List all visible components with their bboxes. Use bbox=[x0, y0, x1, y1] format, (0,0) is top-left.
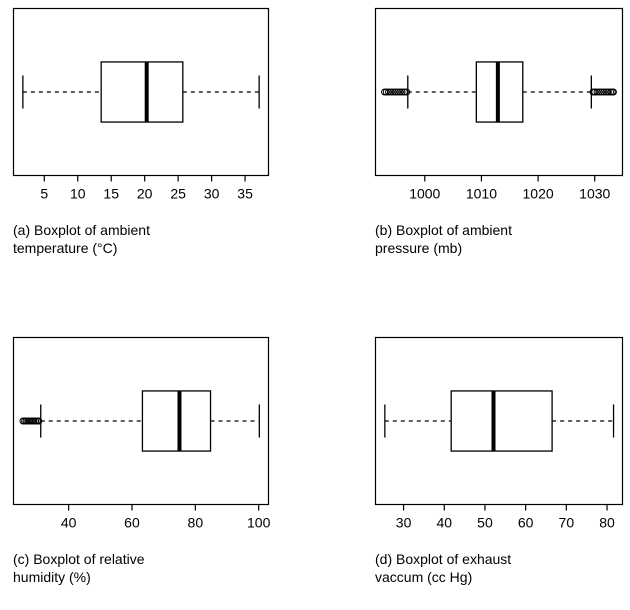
axis-tick-label: 100 bbox=[247, 515, 271, 531]
outlier-point bbox=[403, 88, 411, 96]
outlier-point bbox=[391, 88, 399, 96]
caption-a-line1: (a) Boxplot of ambient bbox=[13, 222, 150, 238]
panel-a: 5 10 15 20 25 30 35 (a) Boxplot of ambient tem… bbox=[12, 7, 270, 257]
iqr-box bbox=[450, 390, 553, 452]
axis-tick-label: 70 bbox=[559, 515, 575, 531]
axis-tick-label: 20 bbox=[137, 186, 153, 202]
axis-tick-label: 30 bbox=[396, 515, 412, 531]
outlier-point bbox=[382, 88, 390, 96]
caption-c-line1: (c) Boxplot of relative bbox=[13, 551, 145, 567]
axis-tick-label: 50 bbox=[477, 515, 493, 531]
axis-tick-label: 60 bbox=[518, 515, 534, 531]
plot-frame bbox=[374, 336, 624, 506]
axis-tick-label: 25 bbox=[170, 186, 186, 202]
plot-frame bbox=[12, 336, 270, 506]
axis-tick-label: 5 bbox=[40, 186, 48, 202]
caption-a-line2: temperature (°C) bbox=[13, 240, 118, 256]
axis-tick-label: 80 bbox=[599, 515, 615, 531]
outlier-point bbox=[593, 88, 601, 96]
caption-d-line2: vaccum (cc Hg) bbox=[375, 569, 473, 585]
axis-tick-label: 60 bbox=[124, 515, 140, 531]
outlier-point bbox=[35, 417, 43, 425]
outlier-point bbox=[600, 88, 608, 96]
axis-tick-label: 10 bbox=[70, 186, 86, 202]
axis-tick-label: 40 bbox=[61, 515, 77, 531]
outlier-point bbox=[396, 88, 404, 96]
outlier-point bbox=[604, 88, 612, 96]
panel-b: 1000 1010 1020 1030 (b) Boxplot of ambient … bbox=[374, 7, 624, 257]
panel-c: 40 60 80 100 (c) Boxplot of relative humidi… bbox=[12, 336, 271, 586]
caption-d: (d) Boxplot of exhaust vaccum (cc Hg) bbox=[375, 550, 622, 586]
outlier-point bbox=[394, 88, 402, 96]
plot-frame bbox=[12, 7, 270, 177]
outlier-point bbox=[591, 88, 599, 96]
axis-tick-label: 15 bbox=[103, 186, 119, 202]
plot-frame bbox=[374, 7, 624, 177]
outlier-point bbox=[400, 88, 408, 96]
outlier-point bbox=[387, 88, 395, 96]
boxplot-chart-b: 1000 1010 1020 1030 bbox=[374, 7, 624, 202]
outlier-point bbox=[595, 88, 603, 96]
outlier-point bbox=[609, 88, 617, 96]
caption-c-line2: humidity (%) bbox=[13, 569, 91, 585]
axis-tick-label: 1000 bbox=[409, 186, 440, 202]
boxplot-chart-d: 30 40 50 60 70 80 bbox=[374, 336, 624, 531]
caption-b-line2: pressure (mb) bbox=[375, 240, 463, 256]
outlier-point bbox=[398, 88, 406, 96]
outlier-point bbox=[385, 88, 393, 96]
axis-tick-label: 1020 bbox=[523, 186, 554, 202]
axis-tick-label: 80 bbox=[188, 515, 204, 531]
caption-d-line1: (d) Boxplot of exhaust bbox=[375, 551, 512, 567]
iqr-box bbox=[100, 61, 184, 123]
caption-b-line1: (b) Boxplot of ambient bbox=[375, 222, 512, 238]
axis-tick-label: 30 bbox=[204, 186, 220, 202]
caption-c: (c) Boxplot of relative humidity (%) bbox=[13, 550, 268, 586]
boxplot-chart-a: 5 10 15 20 25 30 35 bbox=[12, 7, 270, 202]
boxplot-chart-c: 40 60 80 100 bbox=[12, 336, 271, 531]
caption-a: (a) Boxplot of ambient temperature (°C) bbox=[13, 221, 268, 257]
axis-tick-label: 40 bbox=[436, 515, 452, 531]
caption-b: (b) Boxplot of ambient pressure (mb) bbox=[375, 221, 622, 257]
axis-tick-label: 1030 bbox=[579, 186, 610, 202]
panel-d: 30 40 50 60 70 80 (d) Boxplot of exhaust vacc… bbox=[374, 336, 624, 586]
iqr-box bbox=[141, 390, 212, 452]
outlier-point bbox=[598, 88, 606, 96]
outlier-point bbox=[389, 88, 397, 96]
axis-tick-label: 1010 bbox=[466, 186, 497, 202]
axis-tick-label: 35 bbox=[237, 186, 253, 202]
